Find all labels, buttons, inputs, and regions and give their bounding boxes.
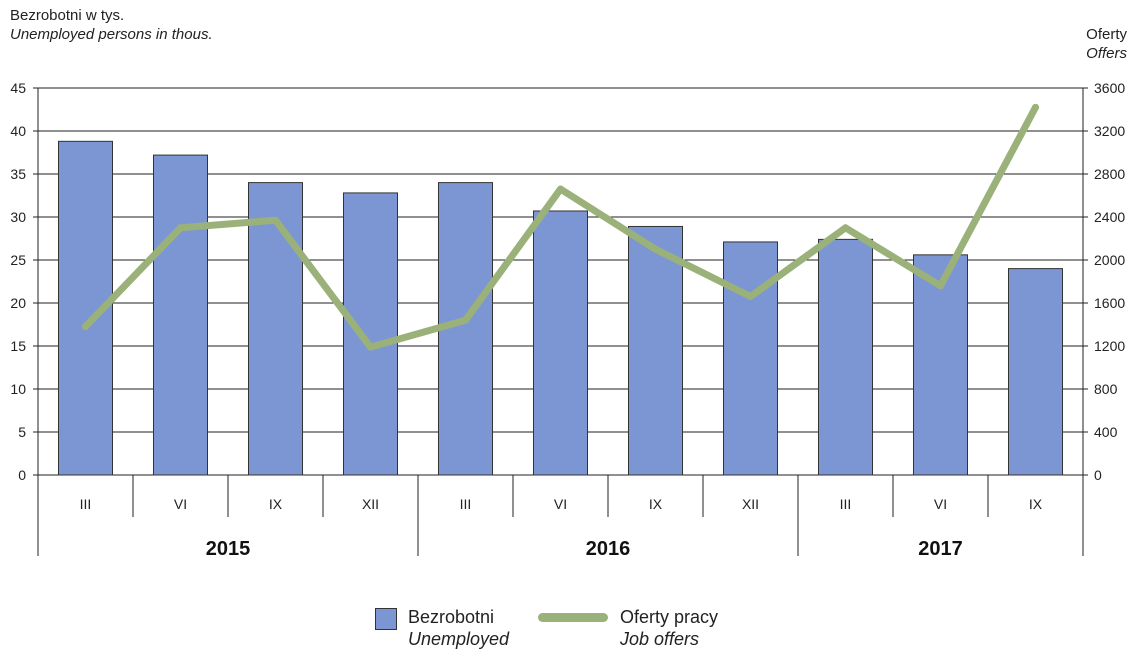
right-axis-title: Oferty <box>1086 26 1127 43</box>
right-tick-label: 1200 <box>1094 338 1125 354</box>
left-tick-label: 15 <box>10 338 26 354</box>
category-label: XII <box>742 496 759 512</box>
line-point <box>272 216 279 224</box>
legend-line-label: Oferty pracy <box>620 607 719 627</box>
line-point <box>82 323 89 331</box>
left-axis-ticks: 0 5 10 15 20 25 30 35 40 45 <box>10 80 38 483</box>
year-label: 2017 <box>918 538 963 560</box>
right-tick-label: 800 <box>1094 381 1118 397</box>
line-point <box>367 343 374 351</box>
bar <box>913 254 968 476</box>
left-tick-label: 5 <box>18 424 26 440</box>
right-tick-label: 3200 <box>1094 123 1125 139</box>
left-tick-label: 10 <box>10 381 26 397</box>
category-label: IX <box>269 496 283 512</box>
category-label: VI <box>174 496 187 512</box>
legend-bar-label: Bezrobotni <box>408 607 495 627</box>
bar <box>533 210 588 476</box>
category-label: III <box>840 496 852 512</box>
bar <box>153 154 208 476</box>
right-axis-title-en: Offers <box>1086 45 1127 62</box>
left-tick-label: 40 <box>10 123 26 139</box>
right-tick-label: 2000 <box>1094 252 1125 268</box>
bar <box>248 182 303 476</box>
category-label: XII <box>362 496 379 512</box>
line-point <box>652 245 659 253</box>
legend-bar-swatch <box>375 608 397 630</box>
year-label: 2015 <box>206 538 251 560</box>
right-tick-label: 2400 <box>1094 209 1125 225</box>
left-tick-label: 20 <box>10 295 26 311</box>
axes <box>37 88 1084 556</box>
left-tick-label: 30 <box>10 209 26 225</box>
left-axis-title: Bezrobotni w tys. <box>10 7 125 24</box>
right-axis-ticks: 0 400 800 1200 1600 2000 2400 2800 3200 3600 <box>1083 80 1125 483</box>
bar <box>628 225 683 476</box>
bar <box>1008 268 1063 476</box>
line-point <box>747 293 754 301</box>
right-tick-label: 400 <box>1094 424 1118 440</box>
category-label: VI <box>554 496 567 512</box>
bar <box>723 241 778 476</box>
category-label: III <box>80 496 92 512</box>
category-label: III <box>460 496 472 512</box>
bar <box>343 192 398 476</box>
left-axis-title-en: Unemployed persons in thous. <box>10 26 213 43</box>
combo-chart: 0 5 10 15 20 25 30 35 40 45 0 400 800 1200 1600 2000 24… <box>10 80 1125 560</box>
right-tick-label: 0 <box>1094 467 1102 483</box>
line-point <box>1032 103 1039 111</box>
left-tick-label: 0 <box>18 467 26 483</box>
line-point <box>842 224 849 232</box>
line-point <box>937 282 944 290</box>
right-tick-label: 1600 <box>1094 295 1125 311</box>
left-tick-label: 45 <box>10 80 26 96</box>
right-tick-label: 2800 <box>1094 166 1125 182</box>
category-label: IX <box>1029 496 1043 512</box>
left-tick-label: 25 <box>10 252 26 268</box>
legend-bar-label-en: Unemployed <box>408 629 510 649</box>
line-series-job-offers <box>82 103 1039 351</box>
line-point <box>462 316 469 324</box>
right-tick-label: 3600 <box>1094 80 1125 96</box>
bar <box>818 238 873 476</box>
line-point <box>557 185 564 193</box>
category-label: VI <box>934 496 947 512</box>
year-label: 2016 <box>586 538 631 560</box>
line-point <box>177 224 184 232</box>
category-label: IX <box>649 496 663 512</box>
legend-line-swatch <box>538 613 608 622</box>
legend-line-label-en: Job offers <box>620 629 700 649</box>
category-axis: III VI IX XII III VI IX XII III VI IX 2015 2016 2017 <box>80 475 1043 560</box>
left-tick-label: 35 <box>10 166 26 182</box>
